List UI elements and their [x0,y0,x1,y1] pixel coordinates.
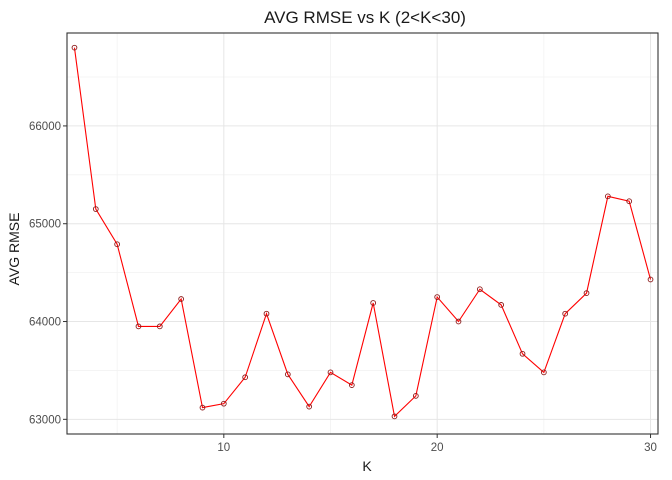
x-tick-label: 30 [644,442,657,454]
chart-title: AVG RMSE vs K (2<K<30) [264,8,466,27]
x-tick-label: 20 [431,442,444,454]
data-point [626,198,633,205]
x-tick-label: 10 [217,442,230,454]
y-tick-label: 63000 [29,414,61,426]
data-point [434,294,441,300]
data-point [647,276,654,283]
x-axis: 10 20 30 [217,434,657,454]
data-point [263,310,270,317]
data-point [412,393,419,399]
data-point [156,323,163,330]
y-tick-label: 66000 [29,121,61,133]
major-gridlines [67,33,658,434]
data-point [455,318,462,325]
data-point [519,350,526,357]
data-point [92,206,99,212]
data-point [370,300,377,306]
y-tick-label: 64000 [29,317,61,329]
y-axis-label: AVG RMSE [6,213,22,286]
data-point [242,374,249,381]
data-point [477,286,483,293]
data-point [284,371,291,378]
plot-panel [66,32,659,435]
data-point [583,290,590,297]
series-line [73,47,652,418]
panel-border [66,32,659,435]
data-point [327,369,334,376]
data-point [498,302,505,308]
data-point [220,400,227,407]
data-point [114,241,120,248]
data-point [178,296,185,302]
data-point [391,413,398,420]
data-point [306,403,313,410]
y-tick-label: 65000 [29,219,61,231]
data-point [540,369,547,376]
data-point [348,382,355,388]
minor-gridlines [67,33,658,434]
data-point [135,323,142,330]
series-layer [71,44,654,420]
x-axis-label: K [362,458,372,474]
data-point [199,404,206,411]
data-point [562,310,569,317]
data-point [71,44,78,51]
data-point [605,193,611,200]
y-axis: 63000 64000 65000 66000 [29,121,67,426]
